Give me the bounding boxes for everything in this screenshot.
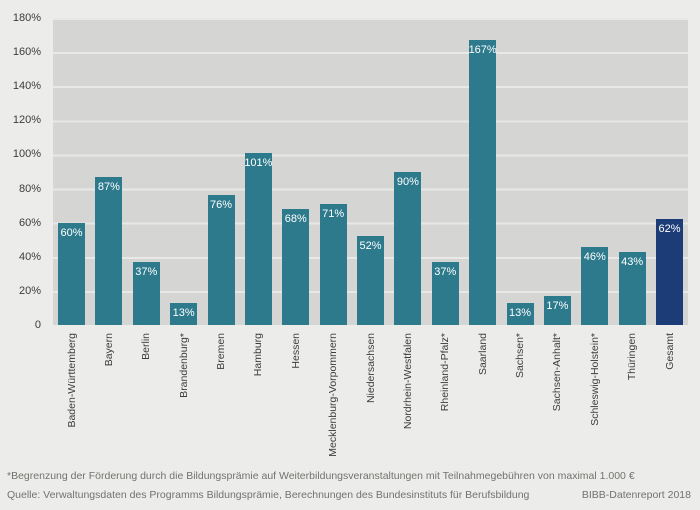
bar: 52% bbox=[357, 236, 384, 325]
bar-column: 62% Gesamt bbox=[656, 18, 683, 463]
bar: 46% bbox=[581, 246, 609, 325]
x-axis-label: Bremen bbox=[215, 333, 227, 370]
bar-column: 60% Baden-Württemberg bbox=[58, 18, 85, 463]
bar-column: 37% Rheinland-Pfalz* bbox=[431, 18, 459, 463]
source-row: Quelle: Verwaltungsdaten des Programms B… bbox=[7, 489, 691, 501]
report-label: BIBB-Datenreport 2018 bbox=[581, 489, 691, 501]
y-axis-tick: 20% bbox=[18, 284, 41, 297]
x-axis-label: Brandenburg* bbox=[177, 333, 190, 398]
bar: 37% bbox=[431, 261, 459, 325]
bar-column: 17% Sachsen-Anhalt* bbox=[543, 18, 571, 463]
y-axis-tick: 140% bbox=[12, 80, 41, 93]
bar-value-label: 46% bbox=[583, 250, 606, 263]
bar-value-label: 62% bbox=[658, 223, 681, 236]
x-axis-label: Berlin bbox=[140, 333, 153, 360]
bar: 76% bbox=[207, 195, 235, 325]
bar: 60% bbox=[58, 222, 85, 325]
bar-column: 87% Bayern bbox=[95, 18, 123, 463]
bar: 101% bbox=[244, 152, 273, 325]
y-axis-tick: 0 bbox=[34, 319, 41, 331]
bar-column: 68% Hessen bbox=[282, 18, 310, 463]
x-axis-label: Rheinland-Pfalz* bbox=[439, 333, 452, 412]
x-axis-label: Hamburg bbox=[252, 333, 265, 377]
bar-column: 37% Berlin bbox=[132, 18, 160, 463]
x-axis-label: Nordrhein-Westfalen bbox=[401, 333, 414, 430]
bar-value-label: 52% bbox=[359, 240, 382, 253]
bar-column: 52% Niedersachsen bbox=[357, 18, 384, 463]
bar-value-label: 13% bbox=[508, 306, 532, 319]
bar-value-label: 101% bbox=[244, 156, 273, 169]
bar-value-label: 71% bbox=[322, 207, 345, 220]
bar-value-label: 87% bbox=[97, 180, 120, 193]
bar-value-label: 17% bbox=[546, 300, 569, 312]
x-axis-label: Gesamt bbox=[663, 333, 676, 370]
bar-column: 43% Thüringen bbox=[618, 18, 646, 463]
y-axis-tick: 160% bbox=[12, 46, 41, 59]
y-axis-tick: 60% bbox=[18, 216, 41, 229]
bar-value-label: 43% bbox=[621, 255, 644, 268]
bar-value-label: 68% bbox=[284, 213, 307, 225]
bar-value-label: 90% bbox=[396, 175, 419, 188]
bar: 43% bbox=[618, 251, 646, 325]
x-axis-label: Schleswig-Holstein* bbox=[588, 333, 601, 426]
y-axis-tick: 100% bbox=[12, 148, 41, 161]
bar: 13% bbox=[506, 302, 534, 325]
x-axis-label: Baden-Württemberg bbox=[65, 333, 78, 428]
bar-column: 90% Nordrhein-Westfalen bbox=[394, 18, 422, 463]
bar: 62% bbox=[656, 219, 683, 325]
bar-column: 46% Schleswig-Holstein* bbox=[581, 18, 609, 463]
bar: 13% bbox=[170, 302, 198, 325]
bar-value-label: 167% bbox=[468, 44, 497, 57]
bar-column: 13% Brandenburg* bbox=[170, 18, 198, 463]
bar: 90% bbox=[394, 171, 422, 325]
y-axis-tick: 180% bbox=[12, 12, 41, 24]
bar-value-label: 60% bbox=[60, 226, 83, 239]
bar: 68% bbox=[282, 209, 310, 325]
bar: 71% bbox=[319, 203, 347, 325]
bar-column: 71% Mecklenburg-Vorpommern bbox=[319, 18, 347, 463]
x-axis-label: Bayern bbox=[102, 333, 115, 367]
bar: 37% bbox=[132, 261, 160, 325]
x-axis-label: Mecklenburg-Vorpommern bbox=[327, 333, 340, 457]
source-text: Quelle: Verwaltungsdaten des Programms B… bbox=[7, 489, 530, 501]
y-axis: 180% 160% 140% 120% 100% 80% 60% 40% 20% 0 bbox=[0, 12, 47, 331]
bar-column: 101% Hamburg bbox=[244, 18, 273, 463]
x-axis-label: Sachsen* bbox=[514, 333, 526, 378]
bar: 87% bbox=[95, 176, 123, 325]
bar-value-label: 13% bbox=[172, 306, 195, 319]
bar-column: 76% Bremen bbox=[207, 18, 235, 463]
footnote: *Begrenzung der Förderung durch die Bild… bbox=[7, 470, 635, 482]
y-axis-tick: 80% bbox=[18, 182, 41, 195]
bar-column: 13% Sachsen* bbox=[506, 18, 534, 463]
x-axis-label: Thüringen bbox=[626, 333, 639, 381]
bar: 17% bbox=[543, 296, 571, 325]
bar-column: 167% Saarland bbox=[468, 18, 497, 463]
bar-value-label: 37% bbox=[434, 265, 457, 278]
y-axis-tick: 120% bbox=[12, 114, 41, 127]
x-axis-label: Sachsen-Anhalt* bbox=[551, 333, 564, 412]
bar: 167% bbox=[468, 40, 497, 325]
y-axis-tick: 40% bbox=[18, 250, 41, 263]
bar-value-label: 37% bbox=[135, 265, 158, 278]
x-axis-label: Hessen bbox=[289, 333, 302, 369]
bar-value-label: 76% bbox=[209, 199, 233, 212]
x-axis-label: Niedersachsen bbox=[364, 333, 377, 404]
columns: 60% Baden-Württemberg 87% Bayern 37% Berlin 13… bbox=[53, 18, 688, 463]
x-axis-label: Saarland bbox=[476, 333, 489, 376]
